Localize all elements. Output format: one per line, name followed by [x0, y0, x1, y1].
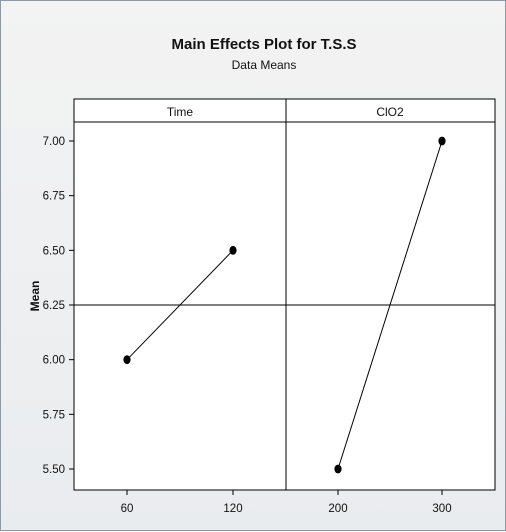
y-tick-label: 5.50: [43, 464, 65, 476]
x-tick-label: 200: [328, 503, 347, 515]
chart-title: Main Effects Plot for T.S.S: [171, 36, 356, 53]
data-point: [438, 136, 446, 146]
series-line-clo2: [337, 140, 443, 470]
y-tick-label: 6.50: [43, 245, 65, 257]
chart-marks: 7.00 6.75 6.50 6.25 6.00 5.75 5.50 60 120 200 300: [43, 136, 495, 515]
plot-border: [73, 98, 496, 491]
data-point: [229, 245, 237, 255]
y-tick-label: 6.25: [43, 300, 65, 312]
data-point: [334, 464, 342, 474]
panel-header-strip: [73, 98, 496, 123]
plot-area: [74, 99, 495, 490]
panel-label-time: Time: [167, 105, 194, 119]
x-tick-label: 60: [121, 503, 134, 515]
y-axis-label: Mean: [28, 281, 42, 312]
y-tick-label: 5.75: [43, 409, 65, 421]
y-tick-label: 6.75: [43, 191, 65, 203]
chart-subtitle: Data Means: [232, 58, 297, 72]
y-tick-label: 6.00: [43, 355, 65, 367]
panel-label-clo2: ClO2: [376, 105, 404, 119]
data-point: [123, 355, 131, 365]
x-tick-label: 300: [432, 503, 451, 515]
series-line-time: [126, 249, 234, 361]
y-tick-label: 7.00: [43, 136, 65, 148]
x-tick-label: 120: [223, 503, 242, 515]
